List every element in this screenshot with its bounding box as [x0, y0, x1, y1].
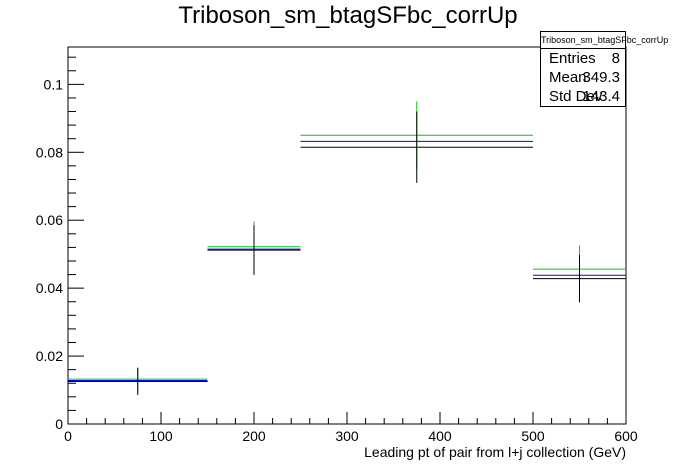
y-tick-label: 0 — [55, 416, 63, 432]
chart-title: Triboson_sm_btagSFbc_corrUp — [178, 2, 518, 29]
y-tick-label: 0.02 — [36, 348, 63, 364]
stats-row-entries: Entries 8 — [541, 49, 625, 68]
y-tick-label: 0.06 — [36, 212, 63, 228]
stats-box-name: Triboson_sm_btagSFbc_corrUp — [541, 32, 668, 49]
stats-box: Triboson_sm_btagSFbc_corrUp Entries 8 Me… — [540, 31, 668, 107]
x-tick-label: 200 — [242, 428, 266, 444]
y-tick-label: 0.04 — [36, 280, 63, 296]
x-tick-label: 0 — [64, 428, 72, 444]
x-tick-label: 300 — [335, 428, 359, 444]
stats-entries-value: 8 — [611, 50, 620, 67]
y-tick-label: 0.08 — [36, 144, 63, 160]
x-tick-label: 400 — [428, 428, 452, 444]
stats-row-mean: Mean 349.3 — [541, 68, 625, 87]
stats-stddev-label: Std Dev — [549, 88, 603, 105]
stats-mean-value: 349.3 — [582, 69, 620, 86]
stats-entries-label: Entries — [549, 50, 596, 67]
x-tick-label: 500 — [521, 428, 545, 444]
x-tick-label: 100 — [149, 428, 173, 444]
y-tick-label: 0.1 — [44, 76, 64, 92]
stats-mean-label: Mean — [549, 69, 587, 86]
x-tick-label: 600 — [614, 428, 638, 444]
stats-row-stddev: Std Dev 143.4 — [541, 87, 625, 106]
stats-stddev-value: 143.4 — [582, 88, 620, 105]
x-axis-label: Leading pt of pair from l+j collection (… — [364, 444, 626, 460]
